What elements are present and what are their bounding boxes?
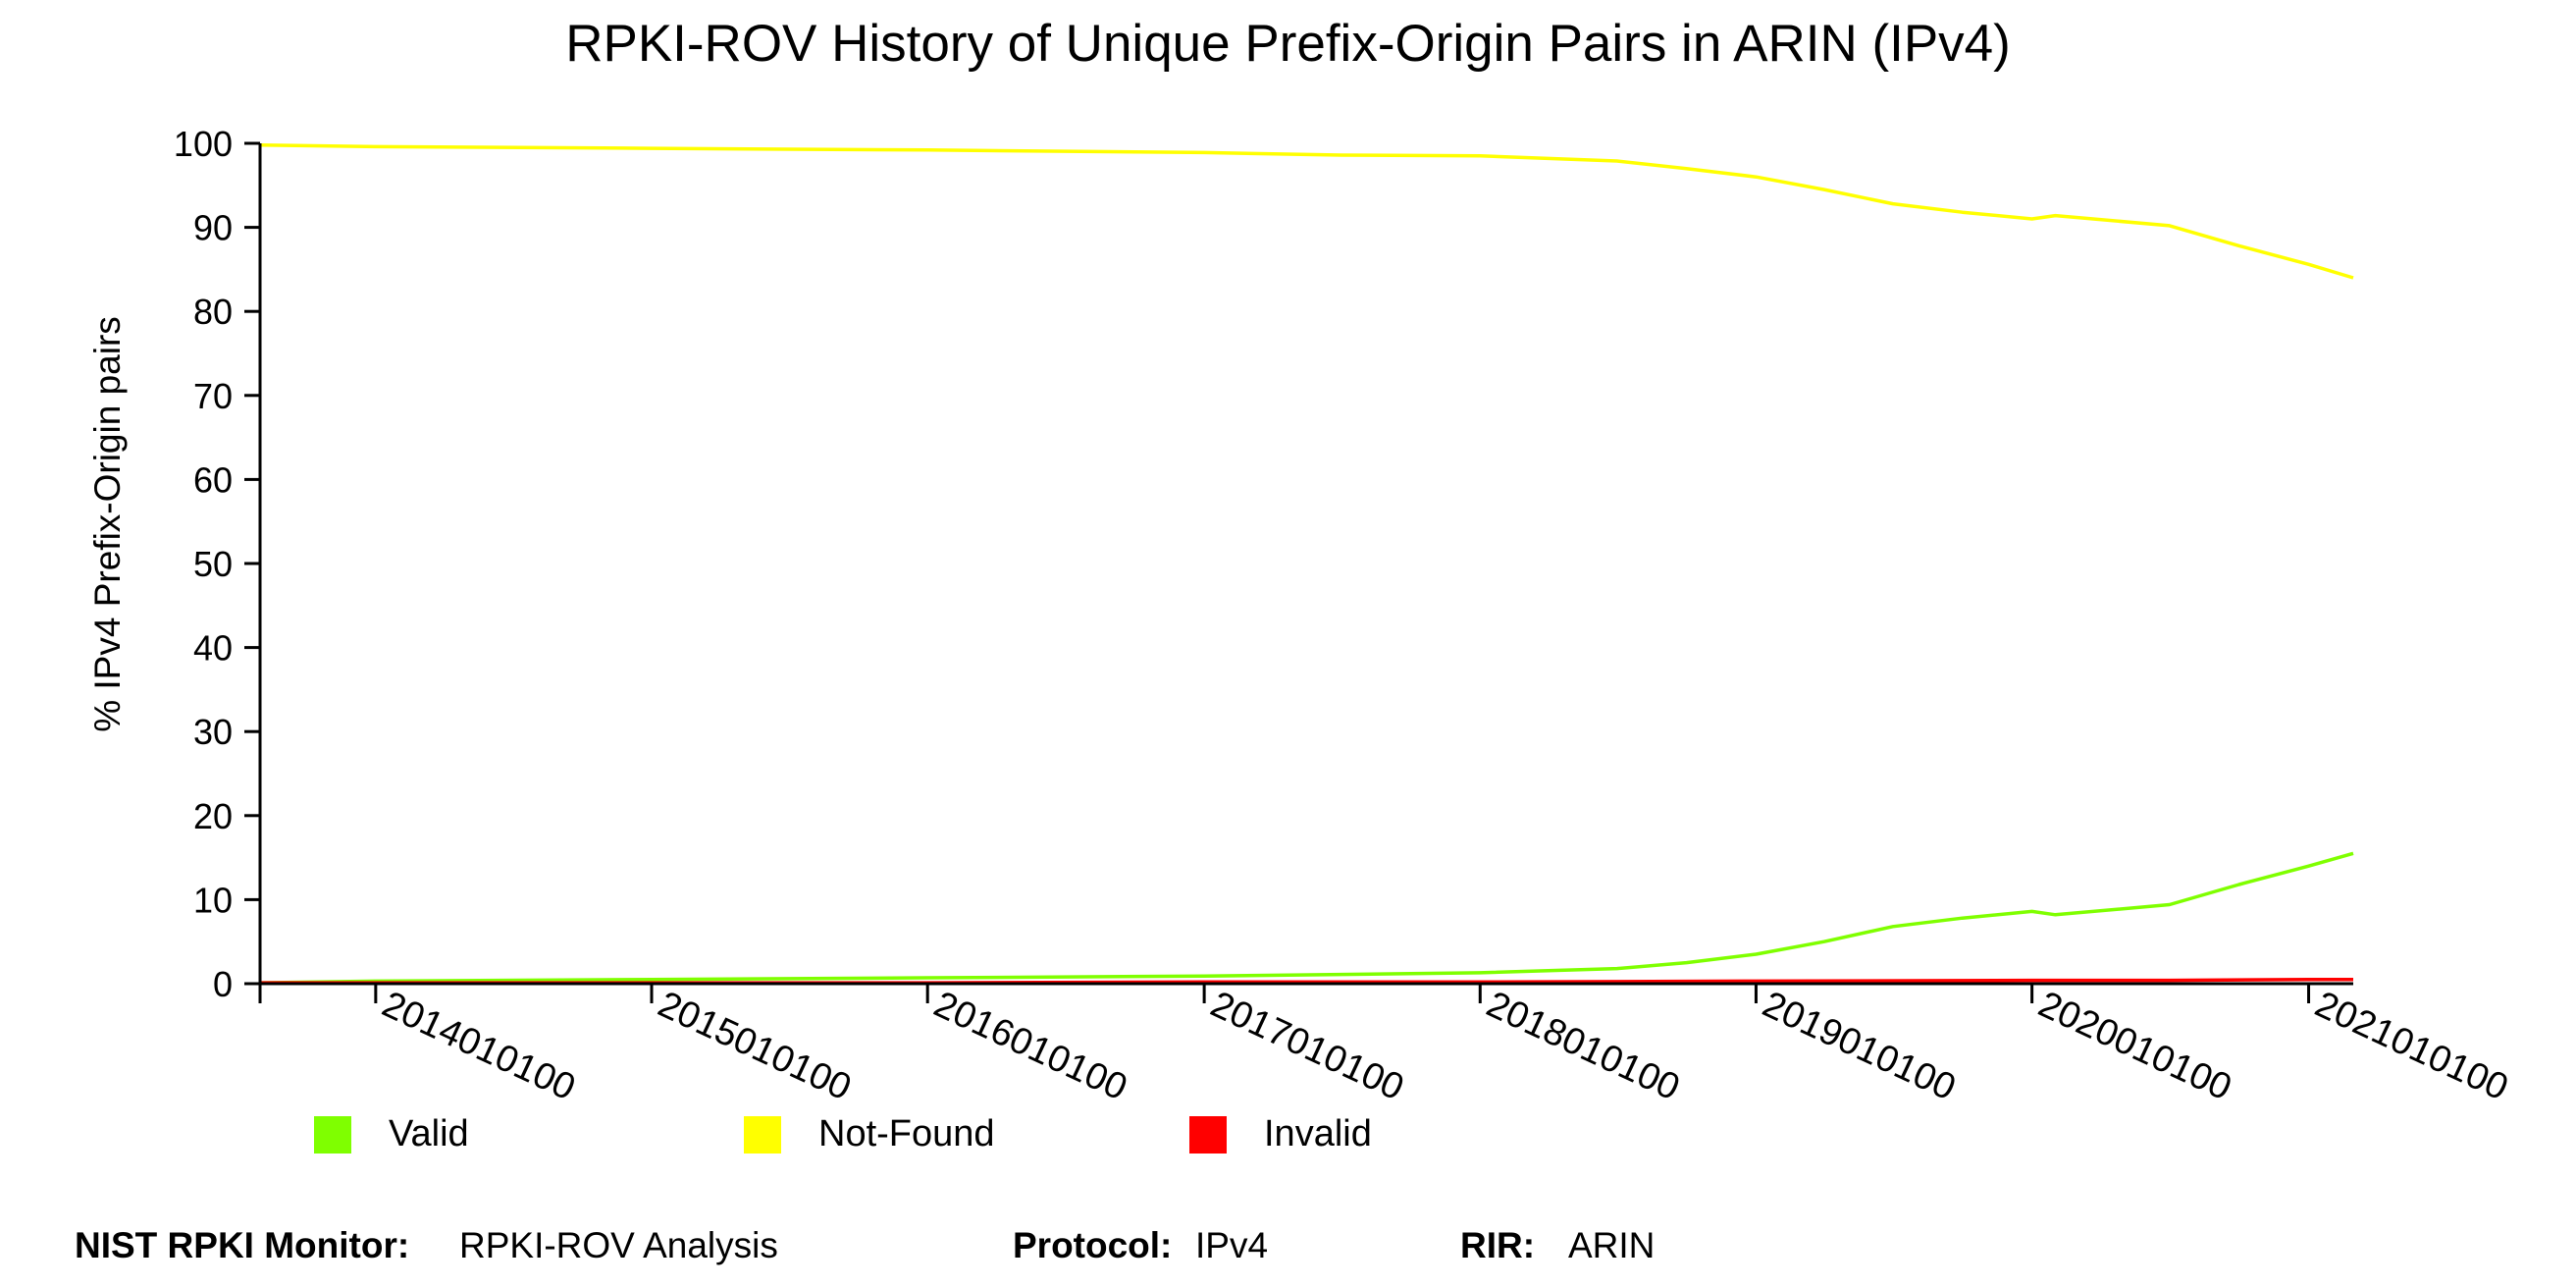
- footer-monitor-key: NIST RPKI Monitor:: [75, 1225, 410, 1265]
- legend-item-not-found: Not-Found: [744, 1113, 995, 1155]
- y-tick-label: 10: [193, 880, 233, 920]
- y-tick-label: 70: [193, 376, 233, 416]
- legend-label-invalid: Invalid: [1264, 1113, 1372, 1154]
- y-tick-label: 100: [174, 124, 233, 164]
- series-line-valid: [259, 851, 2354, 985]
- legend-label-valid: Valid: [389, 1113, 469, 1154]
- series-line-not-found: [259, 142, 2354, 280]
- y-tick-label: 50: [193, 544, 233, 584]
- x-tick-label: 2014010100: [376, 984, 581, 1108]
- y-tick-label: 60: [193, 459, 233, 500]
- legend-swatch-invalid: [1189, 1115, 1227, 1154]
- x-tick-label: 2015010100: [652, 984, 857, 1108]
- legend-swatch-not-found: [744, 1115, 781, 1154]
- footer-protocol-key: Protocol:: [1013, 1225, 1173, 1265]
- y-tick-label: 30: [193, 712, 233, 752]
- x-tick-label: 2021010100: [2309, 984, 2514, 1108]
- y-tick-label: 0: [213, 964, 233, 1004]
- footer-rir-key: RIR:: [1460, 1225, 1536, 1265]
- legend-label-not-found: Not-Found: [818, 1113, 995, 1154]
- legend-item-valid: Valid: [314, 1113, 469, 1155]
- legend: Valid Not-Found Invalid: [0, 1113, 2576, 1172]
- footer-monitor-value: RPKI-ROV Analysis: [459, 1225, 778, 1265]
- x-tick-label: 2019010100: [1757, 984, 1962, 1108]
- y-tick-label: 80: [193, 292, 233, 332]
- y-tick-label: 90: [193, 208, 233, 248]
- axes-layer: 0 10 20 30 40 50 60 70 80 90 100 % IPv4 Prefix-Orig…: [87, 124, 2514, 1108]
- x-tick-label: 2018010100: [1480, 984, 1685, 1108]
- x-tick-label: 2020010100: [2032, 984, 2237, 1108]
- x-tick-label: 2017010100: [1204, 984, 1409, 1108]
- series-layer: [259, 142, 2354, 985]
- x-tick-label: 2016010100: [927, 984, 1132, 1108]
- y-axis-title: % IPv4 Prefix-Origin pairs: [87, 316, 128, 732]
- y-tick-label: 40: [193, 628, 233, 669]
- chart-title: RPKI-ROV History of Unique Prefix-Origin…: [565, 15, 2011, 73]
- legend-swatch-valid: [314, 1115, 351, 1154]
- footer-protocol-value: IPv4: [1195, 1225, 1269, 1265]
- footer-rir-value: ARIN: [1568, 1225, 1656, 1265]
- y-tick-label: 20: [193, 796, 233, 836]
- legend-item-invalid: Invalid: [1189, 1113, 1372, 1155]
